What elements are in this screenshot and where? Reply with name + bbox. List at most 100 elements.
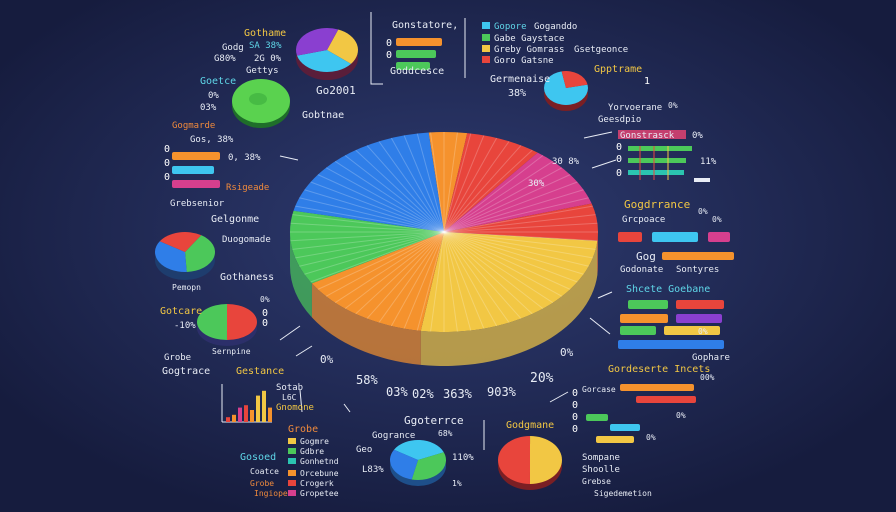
top-left-pie: Gothame Godg SA 38% G80% 2G 0% Gettys <box>214 27 358 80</box>
pie-stripe <box>299 231 445 267</box>
pie-stripe <box>443 189 584 233</box>
legend-item: Greby Gomrass <box>494 45 564 55</box>
pie-slice <box>561 70 588 88</box>
label: Sompane <box>582 453 620 463</box>
label: Gorcase <box>582 385 616 394</box>
legend-item: Gopore <box>494 22 527 32</box>
pie-stripe <box>443 231 485 329</box>
pie-stripe <box>310 231 445 283</box>
pie-side-wall <box>311 283 421 365</box>
label: Gosoed <box>240 452 276 463</box>
leader-lines <box>279 12 617 450</box>
pie-stripe <box>390 137 445 233</box>
tick: 0 <box>616 142 622 153</box>
pie-stripe <box>317 231 445 290</box>
tick: 0 <box>386 50 392 61</box>
label: Yorvoerane <box>608 103 662 113</box>
pie-slice <box>226 304 258 341</box>
pie-stripe <box>443 231 510 323</box>
pie-stripe <box>443 231 571 290</box>
top-center-legend: Gonstatore, 0 0 Goddcesce <box>386 20 458 77</box>
bar <box>262 390 266 422</box>
label: Geo <box>356 445 372 455</box>
pie-side-wall <box>420 240 598 366</box>
pie-stripe <box>443 160 554 233</box>
legend-item: Gabe Gaystace <box>494 34 564 44</box>
legend-title: Gonstrasck <box>620 131 675 141</box>
label: Gelgonme <box>211 214 259 225</box>
label: Gettys <box>246 66 279 76</box>
legend-caption: Goddcesce <box>390 66 444 77</box>
pie-stripe <box>443 133 472 233</box>
pie-stripe <box>378 231 445 323</box>
pie-stripe <box>443 231 578 283</box>
label: Gdbre <box>300 447 324 456</box>
tick: 0 <box>572 424 578 435</box>
pie-stripe <box>430 132 445 233</box>
chart-title: Ggoterrce <box>404 414 464 427</box>
label: Sotab <box>276 383 303 393</box>
tick: 0 <box>164 144 170 155</box>
bottom-left-legend: Gosoed Grobe Gogmre Gdbre Gonhetnd Coatc… <box>240 424 339 498</box>
pie-stripe <box>292 214 445 233</box>
label: G80% <box>214 54 236 64</box>
pie-stripe <box>299 197 445 233</box>
pie-stripe <box>443 155 544 233</box>
pct-label: 363% <box>443 387 473 401</box>
pie-stripe <box>310 181 445 233</box>
pie-stripe <box>290 231 445 242</box>
pct-label: 02% <box>412 387 434 401</box>
pie-side-wall <box>290 232 312 318</box>
pie-stripe <box>325 231 445 297</box>
label: L83% <box>362 465 384 475</box>
pct-label: 03% <box>386 385 408 399</box>
label: 0, 38% <box>228 153 261 163</box>
pie-stripe <box>443 197 589 233</box>
pie-slice <box>420 232 598 332</box>
chart-title: Godgmane <box>506 420 554 431</box>
right-legend-1: Gonstrasck 0% 11% 0 0 0 <box>616 130 717 182</box>
pie-stripe <box>390 231 445 327</box>
pie-stripe <box>443 231 598 242</box>
pct-label: 0% <box>560 346 574 359</box>
right-legend-4: Gordeserte Incets 00% 0% 0% Gorcase Somp… <box>572 364 715 498</box>
pie-stripe <box>443 135 485 233</box>
pie-slice <box>185 235 216 272</box>
pie-slice <box>498 436 531 484</box>
label: Sigedemetion <box>594 489 652 498</box>
legend-item: Goro Gatsne <box>494 56 554 66</box>
main-pie-chart <box>290 132 599 366</box>
pie-slice <box>155 241 187 272</box>
label: Grobe <box>250 479 274 488</box>
pie-slice <box>444 133 538 232</box>
bottom-center-pie: Ggoterrce 68% Gogrance 110% Geo L83% 1% <box>356 414 474 488</box>
legend-item: Gsetgeonce <box>574 45 628 55</box>
label: 00% <box>700 373 715 382</box>
label: Duogomade <box>222 235 271 245</box>
chart-title: Gestance <box>236 366 284 377</box>
pie-slice <box>444 203 599 241</box>
bar <box>256 395 260 422</box>
main-pie-side <box>290 232 598 366</box>
legend-title: Shcete Goebane <box>626 284 710 295</box>
label: Shoolle <box>582 465 620 475</box>
pie-stripe <box>443 231 589 267</box>
pie-slice <box>529 436 562 485</box>
tick: 0 <box>616 154 622 165</box>
pie-stripe <box>443 231 593 259</box>
label: 0% <box>698 327 708 336</box>
pie-stripe <box>443 145 522 233</box>
label: Orcebune <box>300 469 339 478</box>
pie-stripe <box>443 231 522 319</box>
pct-label: 58% <box>356 373 378 387</box>
label: Gnomone <box>276 403 314 413</box>
pie-stripe <box>443 214 596 233</box>
chart-subtitle: Sernpine <box>212 347 251 356</box>
pie-stripe <box>290 222 445 233</box>
pie-slice <box>295 27 339 56</box>
pie-slice <box>196 304 228 340</box>
pie-stripe <box>443 231 472 331</box>
tick: 0 <box>572 412 578 423</box>
bar <box>238 407 242 422</box>
tick: 0 <box>262 318 268 329</box>
